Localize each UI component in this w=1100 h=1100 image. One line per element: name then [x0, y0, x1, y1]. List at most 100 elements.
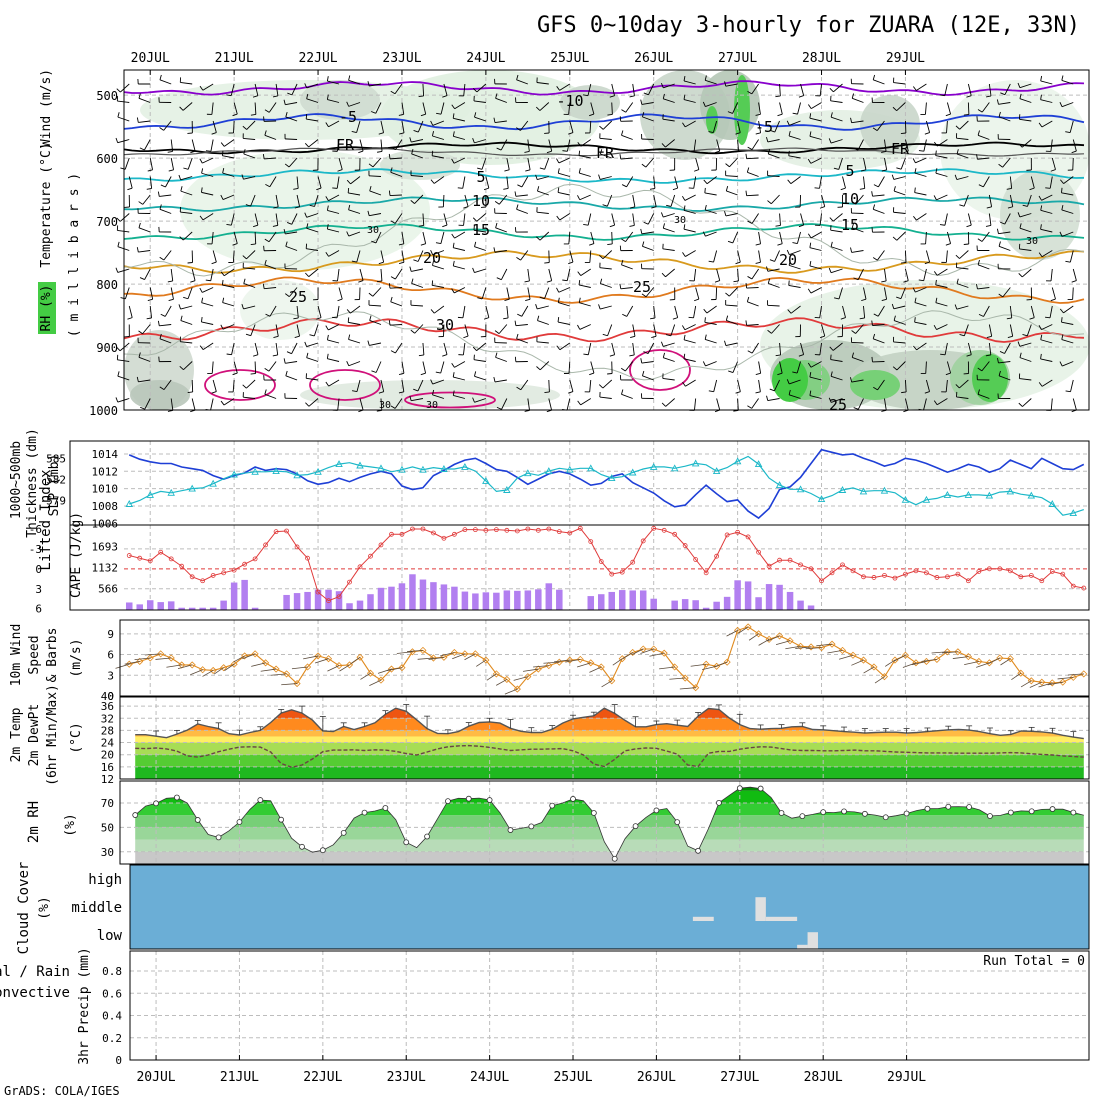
wind-barb	[716, 398, 721, 411]
wind-barb-flag	[371, 240, 377, 244]
wind-barb	[946, 102, 951, 115]
wind-barb	[394, 213, 403, 224]
lifted-index-point	[399, 531, 405, 537]
wind-speed-point	[765, 635, 773, 643]
wind-tick-label: 9	[107, 628, 114, 641]
wind-barb-10m	[838, 654, 854, 660]
wind-barb	[495, 227, 508, 233]
wind-barb-flag	[138, 93, 141, 99]
wind-barb-flag	[640, 228, 643, 234]
wind-barb	[269, 305, 277, 317]
wind-barb	[626, 305, 634, 317]
wind-barb-flag	[442, 95, 448, 98]
lifted-index-point	[514, 528, 520, 534]
wind-barb	[977, 393, 990, 399]
wind-barb	[539, 231, 550, 241]
lifted-index-point	[724, 532, 730, 538]
wind-barb-flag	[747, 146, 753, 150]
thickness-point	[1027, 491, 1036, 499]
wind-barb-flag	[272, 224, 278, 227]
contour-label: 5	[476, 168, 485, 186]
wind-barb-flag	[681, 325, 686, 330]
wind-barb	[915, 157, 927, 164]
wind-barb-flag	[649, 187, 655, 190]
wind-barb-flag	[358, 150, 364, 154]
wind-barb-flag	[451, 104, 456, 110]
y-label-temperature: Temperature (°C)	[39, 142, 54, 267]
wind-barb-flag	[346, 101, 350, 107]
wind-barb	[527, 287, 531, 300]
lifted-index-point	[483, 527, 489, 533]
wind-barb-flag	[115, 397, 119, 403]
lifted-index-point	[934, 575, 940, 580]
wind-barb	[1069, 250, 1074, 263]
wind-barb-flag	[179, 366, 184, 371]
lifted-index-point	[535, 527, 541, 533]
rh-tick-label: 30	[101, 846, 114, 859]
wind-barb	[170, 398, 174, 411]
wind-barb-flag	[220, 142, 225, 147]
wind-barb-flag	[264, 389, 267, 395]
wind-barb	[946, 361, 952, 374]
wind-barb	[138, 227, 151, 233]
wind-barb	[1040, 209, 1053, 214]
wind-barb-flag	[325, 196, 329, 201]
wind-barb	[498, 194, 508, 205]
wind-speed-point	[1027, 677, 1035, 685]
wind-barb	[1040, 358, 1053, 362]
wind-barb-flag	[556, 287, 560, 293]
temp-band-6	[135, 708, 1084, 719]
wind-barb	[946, 120, 948, 134]
wind-barb-10m	[1047, 681, 1063, 686]
wind-barb	[602, 250, 613, 260]
wind-barb	[641, 231, 654, 235]
cape-bar	[388, 586, 395, 610]
wind-barb	[142, 194, 151, 205]
wind-barb-flag	[954, 174, 958, 180]
wind-barb-flag	[211, 132, 217, 135]
wind-barb	[422, 213, 425, 226]
wind-barb	[830, 229, 843, 233]
wind-barb	[368, 175, 382, 177]
wind-barb	[291, 213, 298, 225]
wind-barb-flag	[326, 76, 329, 82]
wind-barb	[580, 268, 592, 276]
rh-point	[924, 805, 931, 812]
wind-barb	[1041, 194, 1053, 201]
wind-barb-flag	[337, 298, 343, 302]
y-label-rh: RH (%)	[39, 285, 54, 332]
wind-speed-point	[524, 673, 532, 681]
lifted-index-point	[231, 567, 237, 573]
wind-barb-flag	[767, 200, 772, 205]
wind-barb-flag	[205, 150, 211, 152]
wind-barb	[914, 302, 927, 307]
wind-barb-10m	[816, 643, 833, 647]
wind-barb-flag	[410, 200, 415, 204]
wind-barb-flag	[977, 109, 983, 113]
wind-barb	[937, 139, 948, 147]
wind-barb-flag	[702, 101, 706, 107]
wind-barb-flag	[325, 325, 329, 331]
bottom-date-label: 28JUL	[804, 1070, 843, 1085]
wind-barb	[774, 120, 780, 133]
wind-barb	[872, 324, 885, 326]
lifted-index-point	[137, 555, 143, 561]
wind-barb-flag	[220, 400, 225, 406]
wind-barb-flag	[901, 391, 907, 394]
wind-barb-flag	[775, 95, 781, 98]
wind-barb	[521, 305, 529, 317]
wind-barb	[243, 283, 256, 288]
wind-barb	[900, 287, 906, 299]
wind-barb	[863, 176, 866, 189]
wind-barb	[1019, 357, 1032, 362]
wind-barb	[876, 120, 885, 131]
wind-speed-point	[356, 653, 364, 661]
wind-speed-point	[807, 643, 815, 651]
wind-barb	[809, 117, 822, 122]
wind-barb-flag	[945, 243, 951, 246]
wind-barb-flag	[517, 184, 523, 188]
wind-barb-flag	[568, 391, 574, 394]
wind-barb-flag	[997, 357, 999, 364]
wind-barb	[751, 139, 759, 150]
wind-barb	[375, 102, 382, 114]
